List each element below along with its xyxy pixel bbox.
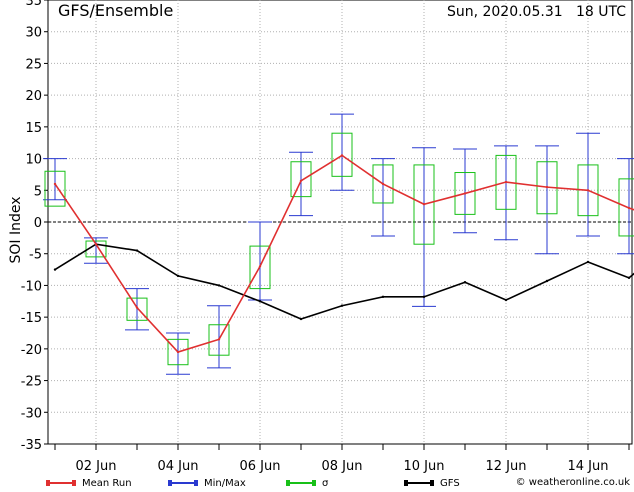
mean-run-point <box>300 180 302 182</box>
gfs-point <box>177 275 179 277</box>
y-tick-label: 30 <box>25 26 42 41</box>
legend-label-minmax: Min/Max <box>204 478 246 489</box>
mean-run-point <box>628 207 630 209</box>
legend-label-gfs: GFS <box>440 478 460 489</box>
gfs-point <box>505 299 507 301</box>
y-tick-label: 25 <box>25 57 42 72</box>
y-tick-label: -25 <box>21 375 42 390</box>
legend-swatch-sigma <box>286 482 316 484</box>
gfs-point <box>54 268 56 270</box>
gfs-point <box>423 296 425 298</box>
credit-text[interactable]: © weatheronline.co.uk <box>516 477 630 488</box>
mean-run-point <box>505 181 507 183</box>
gfs-point <box>300 318 302 320</box>
mean-run-point <box>423 203 425 205</box>
y-tick-label: 20 <box>25 89 42 104</box>
legend-label-mean: Mean Run <box>82 478 132 489</box>
sigma-box <box>45 171 65 206</box>
x-tick-label: 06 Jun <box>240 459 281 474</box>
y-tick-label: 10 <box>25 153 42 168</box>
mean-run-point <box>382 183 384 185</box>
gfs-point <box>628 277 630 279</box>
y-tick-label: 15 <box>25 121 42 136</box>
mean-run-point <box>54 183 56 185</box>
x-tick-label: 08 Jun <box>322 459 363 474</box>
mean-run-point <box>95 243 97 245</box>
x-tick-label: 14 Jun <box>568 459 609 474</box>
gfs-point <box>464 281 466 283</box>
y-tick-label: 5 <box>34 184 42 199</box>
mean-run-point <box>218 338 220 340</box>
mean-run-point <box>546 186 548 188</box>
gfs-point <box>546 280 548 282</box>
legend-swatch-minmax <box>168 482 198 484</box>
x-tick-labels: 02 Jun 04 Jun 06 Jun 08 Jun 10 Jun 12 Jun 14 J… <box>76 459 634 474</box>
x-tick-label: 02 Jun <box>76 459 117 474</box>
gfs-point <box>587 261 589 263</box>
mean-run-point <box>587 189 589 191</box>
legend-label-sigma: σ <box>322 478 328 489</box>
mean-run-point <box>136 306 138 308</box>
x-tick-label: 12 Jun <box>486 459 527 474</box>
x-tick-label: 10 Jun <box>404 459 445 474</box>
y-tick-label: 35 <box>25 0 42 9</box>
sigma-box <box>291 162 311 197</box>
chart-title: GFS/Ensemble <box>58 1 173 20</box>
y-tick-label: 0 <box>34 216 42 231</box>
legend-swatch-mean <box>46 482 76 484</box>
gfs-point <box>341 305 343 307</box>
y-tick-label: -20 <box>21 343 42 358</box>
chart-datetime: Sun, 2020.05.31 18 UTC <box>447 4 626 20</box>
sigma-box <box>127 298 147 320</box>
mean-run-point <box>464 192 466 194</box>
x-tick-label: 04 Jun <box>158 459 199 474</box>
mean-run-point <box>177 351 179 353</box>
gfs-point <box>382 296 384 298</box>
y-tick-label: -5 <box>29 248 42 263</box>
gfs-point <box>259 300 261 302</box>
y-tick-label: -30 <box>21 406 42 421</box>
gfs-point <box>218 284 220 286</box>
y-tick-label: -35 <box>21 438 42 453</box>
mean-run-point <box>341 154 343 156</box>
y-axis-label: SOI Index <box>8 196 24 263</box>
y-tick-label: -15 <box>21 311 42 326</box>
legend-swatch-gfs <box>404 482 434 484</box>
y-tick-label: -10 <box>21 279 42 294</box>
gfs-point <box>136 249 138 251</box>
mean-run-point <box>259 265 261 267</box>
